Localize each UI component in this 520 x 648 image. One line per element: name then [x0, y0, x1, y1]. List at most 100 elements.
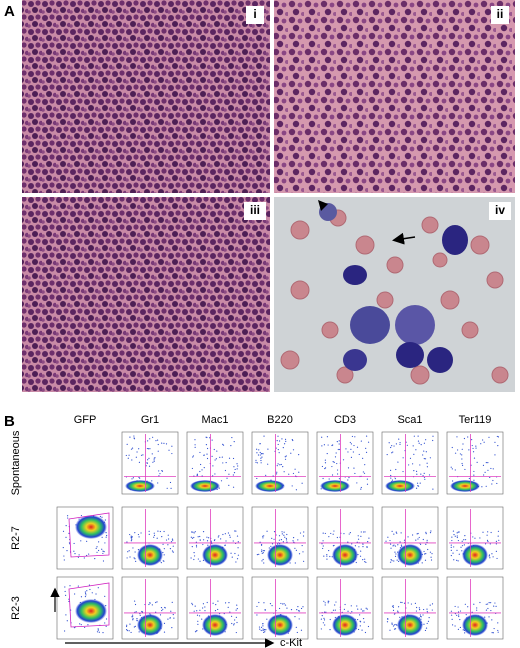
- event-dot: [101, 516, 103, 518]
- event-dot: [99, 515, 101, 518]
- flow-plot: [251, 431, 309, 495]
- event-dot: [400, 601, 402, 603]
- event-dot: [491, 619, 493, 621]
- event-dot: [270, 545, 272, 547]
- event-dot: [231, 556, 233, 558]
- event-dot: [89, 588, 91, 591]
- event-dot: [332, 609, 335, 611]
- event-dot: [343, 533, 345, 535]
- event-dot: [357, 538, 360, 540]
- event-dot: [333, 461, 335, 463]
- event-dot: [262, 629, 264, 632]
- event-dot: [328, 478, 330, 480]
- event-dot: [423, 458, 425, 460]
- event-dot: [138, 476, 140, 478]
- column-header: Mac1: [202, 414, 229, 426]
- event-dot: [423, 442, 425, 444]
- event-dot: [284, 536, 286, 538]
- event-dot: [390, 558, 392, 561]
- event-dot: [360, 535, 362, 537]
- event-dot: [395, 468, 397, 471]
- event-dot: [303, 560, 305, 562]
- event-dot: [102, 552, 104, 555]
- event-dot: [302, 606, 304, 608]
- event-dot: [260, 462, 262, 464]
- event-dot: [234, 552, 236, 555]
- event-dot: [431, 553, 433, 555]
- event-dot: [88, 584, 91, 586]
- event-dot: [482, 464, 485, 466]
- event-dot: [349, 532, 351, 534]
- event-dot: [292, 537, 295, 539]
- event-dot: [62, 530, 65, 532]
- event-dot: [464, 632, 466, 634]
- event-dot: [394, 477, 396, 480]
- event-dot: [387, 536, 389, 538]
- event-dot: [63, 555, 65, 557]
- event-dot: [386, 453, 388, 456]
- event-dot: [429, 532, 432, 534]
- event-dot: [260, 459, 262, 462]
- event-dot: [151, 453, 153, 455]
- event-dot: [285, 440, 287, 442]
- event-dot: [394, 545, 397, 547]
- event-dot: [487, 462, 489, 464]
- event-dot: [497, 629, 499, 632]
- event-dot: [415, 610, 418, 612]
- event-dot: [399, 541, 401, 543]
- event-dot: [479, 601, 481, 604]
- event-dot: [366, 478, 368, 480]
- event-dot: [233, 472, 236, 474]
- event-dot: [329, 555, 331, 558]
- event-dot: [101, 548, 103, 550]
- event-dot: [328, 536, 330, 538]
- event-dot: [266, 618, 268, 620]
- event-dot: [413, 453, 415, 455]
- event-dot: [457, 628, 459, 630]
- event-dot: [264, 631, 266, 633]
- event-dot: [300, 607, 303, 610]
- event-dot: [342, 459, 345, 461]
- event-dot: [149, 438, 151, 440]
- event-dot: [222, 444, 225, 446]
- event-dot: [138, 448, 140, 450]
- event-dot: [322, 545, 324, 547]
- event-dot: [426, 622, 428, 625]
- event-dot: [323, 600, 325, 602]
- event-dot: [331, 465, 333, 468]
- event-dot: [417, 485, 420, 487]
- event-dot: [399, 616, 401, 618]
- event-dot: [322, 477, 324, 480]
- event-dot: [468, 449, 470, 451]
- event-dot: [451, 536, 453, 538]
- event-dot: [485, 461, 487, 464]
- event-dot: [457, 449, 459, 451]
- density-blob: [397, 614, 423, 636]
- event-dot: [323, 555, 325, 557]
- event-dot: [224, 602, 227, 604]
- event-dot: [163, 548, 165, 550]
- event-dot: [454, 625, 456, 627]
- event-dot: [364, 558, 366, 560]
- event-dot: [323, 619, 326, 621]
- event-dot: [365, 435, 368, 437]
- event-dot: [492, 468, 494, 470]
- event-dot: [331, 474, 334, 476]
- event-dot: [427, 548, 429, 551]
- event-dot: [263, 535, 265, 537]
- event-dot: [327, 602, 329, 604]
- event-dot: [416, 533, 418, 535]
- event-dot: [475, 447, 477, 449]
- event-dot: [397, 544, 399, 546]
- event-dot: [393, 613, 396, 615]
- event-dot: [411, 534, 414, 536]
- event-dot: [191, 604, 194, 606]
- event-dot: [332, 533, 334, 535]
- event-dot: [163, 622, 166, 624]
- event-dot: [471, 444, 473, 447]
- event-dot: [193, 552, 195, 554]
- flow-plots: [56, 431, 504, 640]
- event-dot: [450, 614, 453, 616]
- event-dot: [459, 610, 462, 612]
- event-dot: [320, 618, 322, 620]
